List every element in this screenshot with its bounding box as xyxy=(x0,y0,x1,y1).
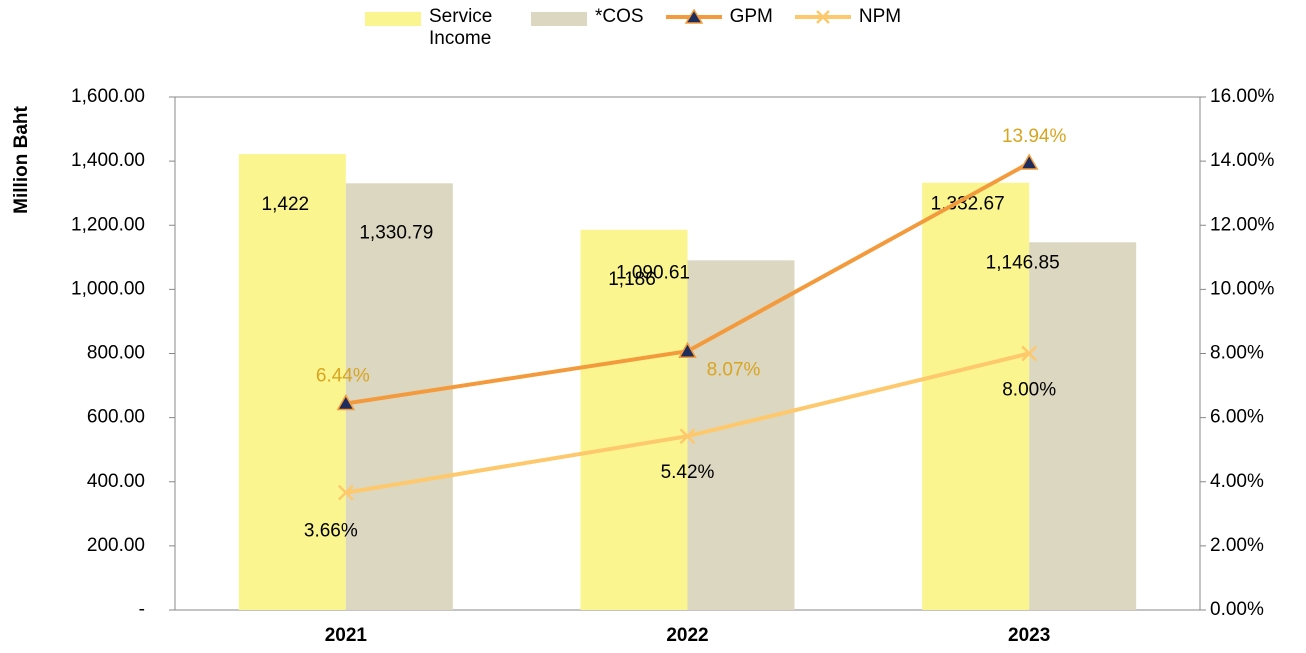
bar xyxy=(580,229,688,610)
legend: Service Income *COS GPM NPM xyxy=(365,6,901,50)
y2-tick-label: 0.00% xyxy=(1210,599,1264,620)
point-label: 5.42% xyxy=(661,462,715,483)
y2-tick-label: 14.00% xyxy=(1210,150,1275,171)
point-label: 8.07% xyxy=(707,359,761,380)
point-label: 8.00% xyxy=(1002,380,1056,401)
marker xyxy=(1021,345,1038,362)
y-tick-label: - xyxy=(139,599,145,620)
bar xyxy=(687,260,795,610)
marker xyxy=(337,484,354,501)
bar xyxy=(922,182,1030,610)
y-tick-label: 200.00 xyxy=(87,535,145,556)
legend-item: *COS xyxy=(531,6,644,50)
y-tick-label: 1,600.00 xyxy=(71,86,145,107)
y2-tick-label: 4.00% xyxy=(1210,471,1264,492)
legend-swatch xyxy=(531,12,587,26)
bar xyxy=(1029,242,1137,611)
y-tick-label: 1,400.00 xyxy=(71,150,145,171)
bar xyxy=(238,154,346,611)
x-tick-label: 2023 xyxy=(1008,625,1050,646)
bar-label: 1,186 xyxy=(608,269,656,290)
y-tick-label: 800.00 xyxy=(87,343,145,364)
y-tick-label: 1,200.00 xyxy=(71,214,145,235)
point-label: 13.94% xyxy=(1002,126,1067,147)
marker xyxy=(1019,153,1039,170)
point-label: 6.44% xyxy=(316,366,370,387)
y2-tick-label: 16.00% xyxy=(1210,86,1275,107)
y-tick-label: 600.00 xyxy=(87,407,145,428)
bar-label: 1,146.85 xyxy=(986,252,1060,273)
bar-label: 1,090.61 xyxy=(616,262,690,283)
bar-label: 1,330.79 xyxy=(359,222,433,243)
legend-item: Service Income xyxy=(365,6,509,50)
y2-tick-label: 8.00% xyxy=(1210,343,1264,364)
legend-swatch xyxy=(365,12,421,26)
legend-label: Service Income xyxy=(429,6,493,49)
y2-tick-label: 12.00% xyxy=(1210,214,1275,235)
legend-item: GPM xyxy=(665,6,773,50)
y2-tick-label: 10.00% xyxy=(1210,278,1275,299)
legend-label: GPM xyxy=(729,6,773,27)
x-tick-label: 2021 xyxy=(325,625,368,646)
point-label: 3.66% xyxy=(304,521,358,542)
y2-tick-label: 2.00% xyxy=(1210,535,1264,556)
marker xyxy=(679,428,696,445)
bar-label: 1,332.67 xyxy=(931,194,1005,215)
bar-label: 1,422 xyxy=(262,194,310,215)
legend-swatch xyxy=(665,6,722,28)
y-tick-label: 400.00 xyxy=(87,471,145,492)
marker xyxy=(678,341,697,359)
x-tick-label: 2022 xyxy=(666,625,708,646)
marker xyxy=(336,394,356,411)
legend-swatch xyxy=(794,6,851,28)
y-axis-title: Million Baht xyxy=(11,106,32,214)
y-tick-label: 1,000.00 xyxy=(71,278,145,299)
legend-item: NPM xyxy=(794,6,902,50)
legend-label: *COS xyxy=(595,6,644,27)
legend-label: NPM xyxy=(858,6,902,27)
y2-tick-label: 6.00% xyxy=(1210,407,1264,428)
